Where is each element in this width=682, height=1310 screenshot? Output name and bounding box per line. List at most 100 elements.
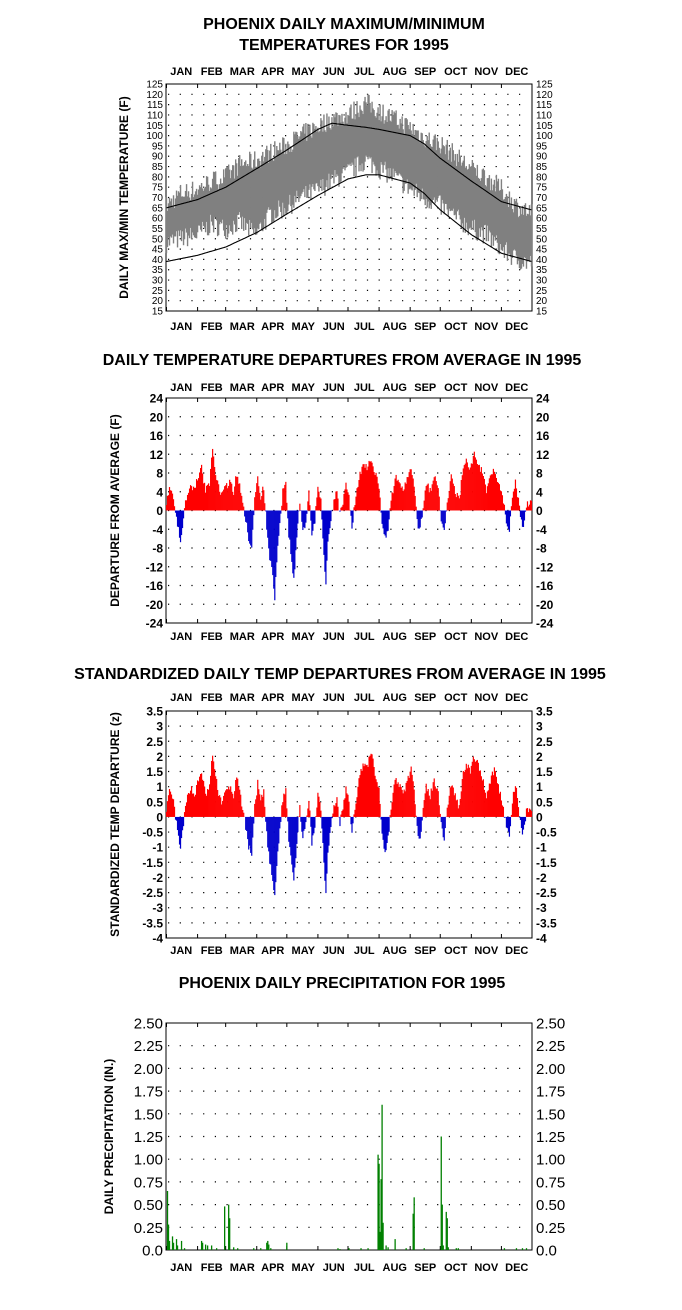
chart2-ytick-left: -12 [146,560,164,574]
chart2-month-label-bottom: AUG [383,631,407,643]
chart3-month-label-top: NOV [474,692,499,704]
chart4-ylabel: DAILY PRECIPITATION (IN.) [102,1059,116,1215]
chart3-ytick-left: -2.5 [142,886,163,900]
chart4-month-label-bottom: SEP [414,1262,436,1274]
chart3-month-label-top: OCT [444,692,468,704]
chart2-ytick-left: 20 [150,410,164,424]
chart4-month-label-bottom: OCT [444,1262,468,1274]
chart3-month-label-top: DEC [505,692,528,704]
chart3-ytick-left: -4 [152,932,163,946]
chart1-ytick-left: 85 [152,162,164,173]
chart1-ytick-left: 90 [152,152,164,163]
chart4-ytick-right: 2.25 [536,1038,565,1055]
chart3-month-label-top: AUG [383,692,407,704]
chart2-ytick-left: 4 [156,485,163,499]
chart2-month-label-bottom: SEP [414,631,436,643]
chart1-ytick-left: 120 [146,90,163,101]
chart2-month-label-bottom: JAN [170,631,192,643]
chart2-month-label-bottom: APR [261,631,284,643]
chart2-month-label-bottom: FEB [201,631,223,643]
chart4-ytick-right: 1.50 [536,1106,565,1123]
chart1-ytick-right: 70 [536,193,548,204]
chart4-month-label-bottom: JUN [323,1262,345,1274]
chart1-month-label-bottom: FEB [201,321,223,333]
chart1-ytick-right: 60 [536,214,548,225]
chart2-ytick-right: 12 [536,448,550,462]
chart3-ytick-right: -4 [536,932,547,946]
chart3-ytick-left: 1 [156,780,163,794]
chart2-month-label-top: SEP [414,382,436,394]
chart2-month-label-bottom: OCT [444,631,468,643]
chart3-month-label-bottom: OCT [444,945,468,957]
chart3-ytick-right: 0.5 [536,795,553,809]
chart4-ytick-left: 0.75 [134,1174,163,1191]
chart2-ytick-right: 0 [536,504,543,518]
chart4-month-label-bottom: MAY [292,1262,316,1274]
chart3-title: STANDARDIZED DAILY TEMP DEPARTURES FROM … [74,666,606,683]
chart2-ytick-left: -20 [146,598,164,612]
chart3-ytick-right: 1.5 [536,765,553,779]
chart1-month-label-top: JAN [170,66,192,78]
chart3-ytick-left: 0.5 [146,795,163,809]
chart4-month-label-bottom: MAR [230,1262,255,1274]
chart1-month-label-top: JUN [323,66,345,78]
chart1-ytick-right: 15 [536,307,548,318]
chart1-ytick-left: 50 [152,234,164,245]
chart4-ytick-left: 0.0 [142,1243,163,1260]
chart2-ytick-right: -20 [536,598,554,612]
chart2-month-label-top: APR [261,382,284,394]
chart3-ytick-left: -3 [152,901,163,915]
chart3-ytick-right: 0 [536,810,543,824]
chart1-month-label-bottom: MAR [230,321,255,333]
chart1-month-label-top: AUG [383,66,407,78]
chart4-ytick-right: 0.25 [536,1220,565,1237]
chart3-month-label-top: JAN [170,692,192,704]
chart3-month-label-bottom: MAY [292,945,316,957]
chart1-month-label-bottom: NOV [474,321,499,333]
chart4-ytick-left: 1.75 [134,1084,163,1101]
chart3-ytick-right: -1.5 [536,856,557,870]
chart2-month-label-top: JAN [170,382,192,394]
chart2-ytick-right: 8 [536,467,543,481]
chart2-ytick-right: 20 [536,410,550,424]
chart2-ytick-right: -8 [536,542,547,556]
chart3-ytick-left: 2 [156,750,163,764]
chart3-ytick-left: -1 [152,841,163,855]
chart2-month-label-bottom: JUN [323,631,345,643]
chart1-month-label-bottom: JUN [323,321,345,333]
chart4-ytick-right: 0.50 [536,1197,565,1214]
chart2-month-label-top: AUG [383,382,407,394]
chart4-ytick-right: 0.0 [536,1243,557,1260]
chart1-month-label-top: SEP [414,66,436,78]
chart2-month-label-bottom: MAY [292,631,316,643]
chart1-ytick-right: 105 [536,121,553,132]
chart1-ytick-right: 80 [536,172,548,183]
chart3-ytick-left: 3.5 [146,705,163,719]
chart1-ytick-right: 50 [536,234,548,245]
chart3-month-label-bottom: MAR [230,945,255,957]
chart2-ytick-left: 0 [156,504,163,518]
chart1-ytick-left: 25 [152,286,164,297]
chart2-month-label-top: FEB [201,382,223,394]
chart1-ytick-right: 40 [536,255,548,266]
chart3-ytick-right: -3 [536,901,547,915]
chart3-ytick-left: -0.5 [142,826,163,840]
chart1-month-label-bottom: JUL [354,321,375,333]
chart1-month-label-bottom: MAY [292,321,316,333]
chart4-ytick-right: 2.50 [536,1016,565,1033]
chart3-month-label-bottom: AUG [383,945,407,957]
chart2-ytick-left: -24 [146,617,164,631]
chart4-ytick-right: 0.75 [536,1174,565,1191]
chart2-ytick-right: 16 [536,429,550,443]
chart4-ytick-right: 2.00 [536,1061,565,1078]
chart4-ytick-right: 1.25 [536,1129,565,1146]
chart2-month-label-top: MAR [230,382,255,394]
chart1-ytick-right: 110 [536,110,552,121]
chart4-month-label-bottom: FEB [201,1262,223,1274]
chart1-ytick-left: 40 [152,255,164,266]
chart4-ytick-left: 2.00 [134,1061,163,1078]
chart1-month-label-bottom: JAN [170,321,192,333]
chart3-ytick-right: 2 [536,750,543,764]
chart2-ytick-left: 24 [150,392,164,406]
chart3-month-label-bottom: SEP [414,945,436,957]
